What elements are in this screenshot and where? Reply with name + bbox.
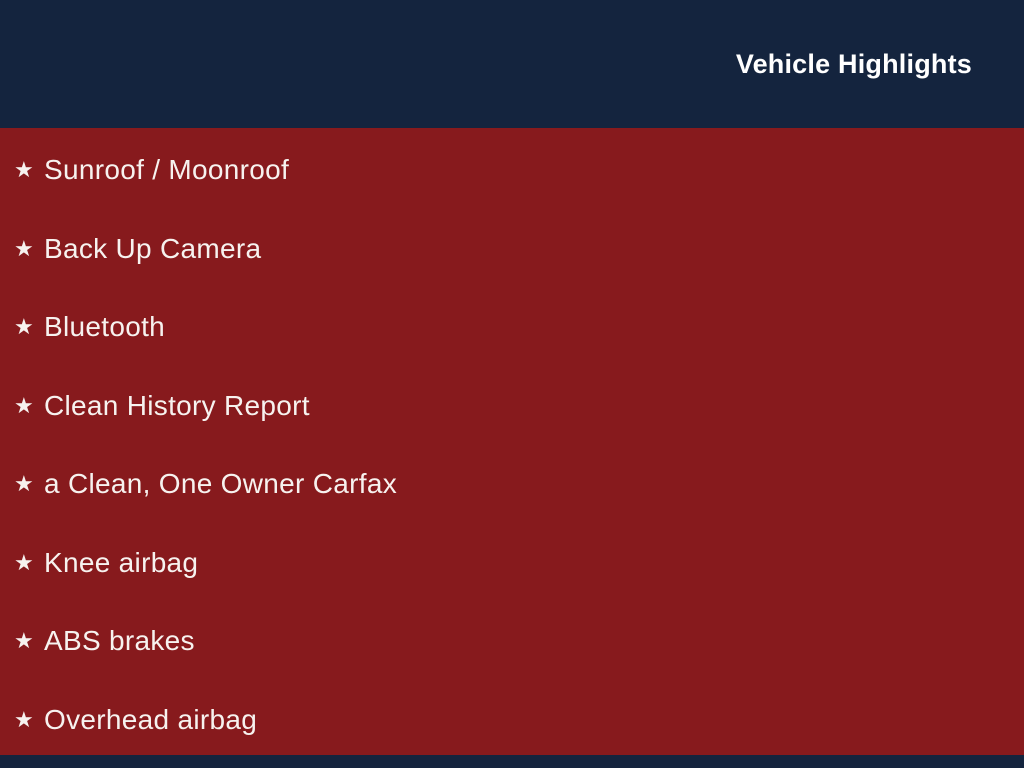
list-item: ★ Knee airbag bbox=[14, 548, 1004, 577]
highlights-list: ★ Sunroof / Moonroof ★ Back Up Camera ★ … bbox=[0, 128, 1024, 755]
star-bullet-icon: ★ bbox=[14, 471, 34, 496]
list-item: ★ Overhead airbag bbox=[14, 705, 1004, 734]
list-item: ★ a Clean, One Owner Carfax bbox=[14, 469, 1004, 498]
list-item: ★ Back Up Camera bbox=[14, 234, 1004, 263]
list-item-label: Clean History Report bbox=[44, 389, 310, 421]
list-item: ★ Sunroof / Moonroof bbox=[14, 155, 1004, 184]
list-item: ★ Clean History Report bbox=[14, 391, 1004, 420]
star-bullet-icon: ★ bbox=[14, 314, 34, 339]
footer-bar bbox=[0, 755, 1024, 768]
list-item-label: Overhead airbag bbox=[44, 703, 258, 735]
header-bar: Vehicle Highlights bbox=[0, 0, 1024, 128]
list-item: ★ ABS brakes bbox=[14, 626, 1004, 655]
list-item: ★ Bluetooth bbox=[14, 312, 1004, 341]
list-item-label: Back Up Camera bbox=[44, 232, 262, 264]
list-item-label: a Clean, One Owner Carfax bbox=[44, 468, 397, 499]
star-bullet-icon: ★ bbox=[14, 628, 34, 653]
page-title: Vehicle Highlights bbox=[735, 48, 972, 79]
list-item-label: Bluetooth bbox=[44, 311, 166, 342]
star-bullet-icon: ★ bbox=[14, 157, 34, 182]
star-bullet-icon: ★ bbox=[14, 235, 34, 261]
star-bullet-icon: ★ bbox=[14, 706, 34, 732]
star-bullet-icon: ★ bbox=[14, 392, 34, 418]
star-bullet-icon: ★ bbox=[14, 549, 34, 575]
list-item-label: Knee airbag bbox=[44, 546, 199, 578]
list-item-label: ABS brakes bbox=[44, 625, 195, 656]
list-item-label: Sunroof / Moonroof bbox=[44, 154, 290, 185]
